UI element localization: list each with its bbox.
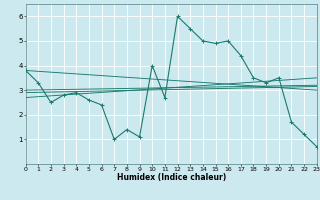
X-axis label: Humidex (Indice chaleur): Humidex (Indice chaleur) (116, 173, 226, 182)
